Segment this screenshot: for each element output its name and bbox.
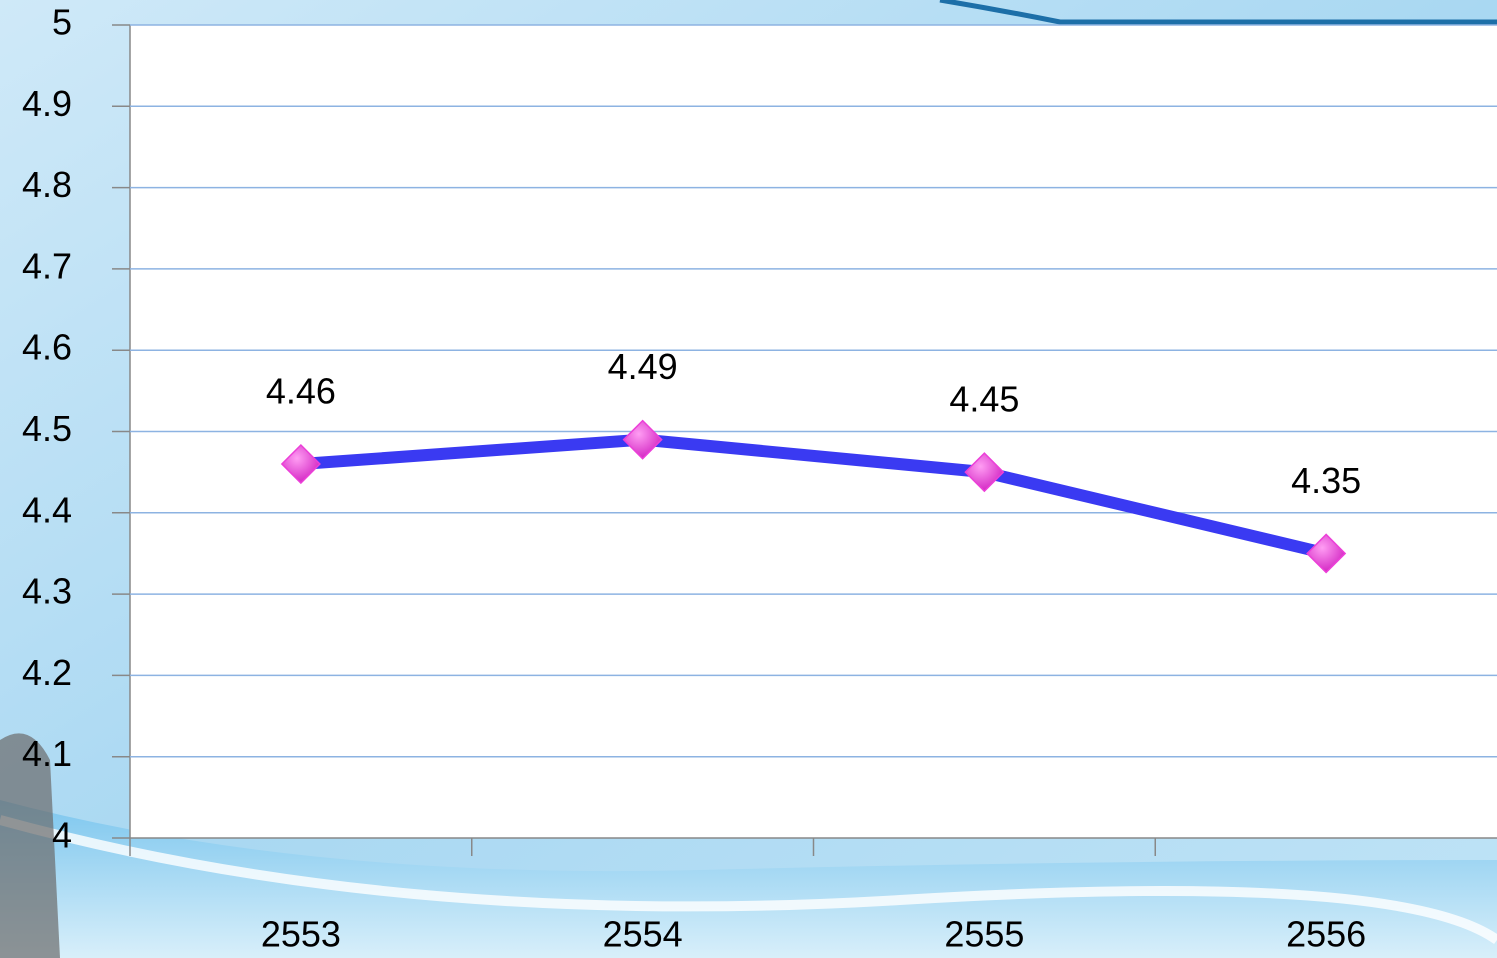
x-tick-label: 2554 bbox=[603, 914, 683, 955]
y-tick-label: 4.3 bbox=[22, 571, 72, 612]
data-label: 4.49 bbox=[608, 346, 678, 387]
chart: 4 4.1 4.2 4.3 4.4 4.5 4.6 4.7 4.8 4.9 5 2553 2554 255… bbox=[0, 0, 1497, 958]
y-tick-label: 4.5 bbox=[22, 408, 72, 449]
y-tick-label: 4.8 bbox=[22, 164, 72, 205]
y-tick-label: 4.2 bbox=[22, 652, 72, 693]
y-tick-label: 5 bbox=[52, 2, 72, 43]
y-tick-label: 4 bbox=[52, 815, 72, 856]
y-tick-label: 4.9 bbox=[22, 83, 72, 124]
y-tick-label: 4.7 bbox=[22, 245, 72, 286]
page: 4 4.1 4.2 4.3 4.4 4.5 4.6 4.7 4.8 4.9 5 2553 2554 255… bbox=[0, 0, 1497, 958]
y-tick-label: 4.4 bbox=[22, 489, 72, 530]
data-label: 4.46 bbox=[266, 371, 336, 412]
x-tick-label: 2556 bbox=[1286, 914, 1366, 955]
data-label: 4.45 bbox=[949, 379, 1019, 420]
y-tick-label: 4.1 bbox=[22, 733, 72, 774]
x-tick-label: 2553 bbox=[261, 914, 341, 955]
data-label: 4.35 bbox=[1291, 460, 1361, 501]
y-tick-label: 4.6 bbox=[22, 327, 72, 368]
x-tick-label: 2555 bbox=[944, 914, 1024, 955]
